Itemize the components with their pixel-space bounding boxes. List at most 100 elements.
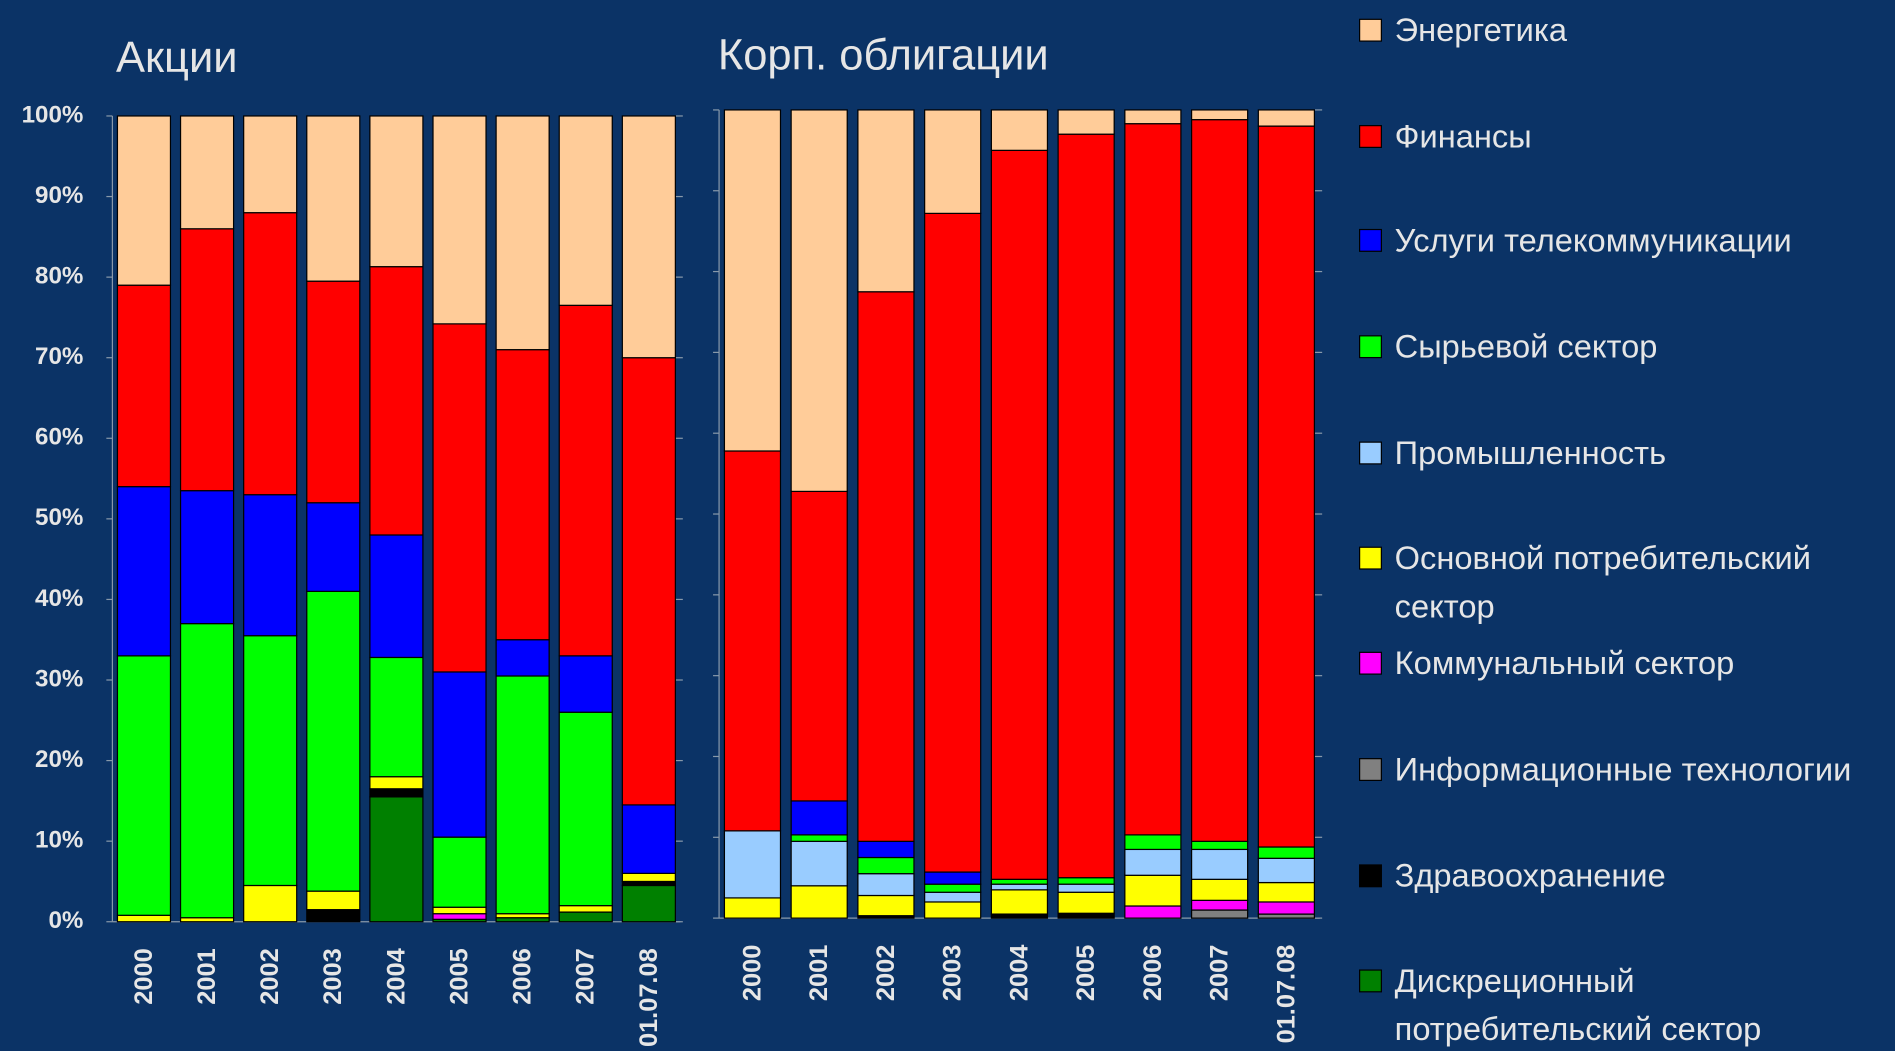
bar-segment (1190, 909, 1249, 919)
legend-label: Сырьевой сектор (1394, 328, 1658, 365)
bar-segment (1190, 119, 1249, 842)
y-tick-label: 60% (35, 424, 83, 451)
bar-segment (1257, 881, 1315, 903)
legend-label: Коммунальный сектор (1394, 645, 1735, 682)
bar-segment (179, 917, 235, 923)
bar-segment (790, 800, 848, 836)
bar-segment (1257, 913, 1315, 919)
y-tick-label: 50% (35, 504, 83, 531)
legend-label: Информационные технологии (1394, 751, 1852, 788)
bar-segment (1257, 109, 1315, 127)
x-tick-label: 01.07.08 (635, 948, 663, 1047)
legend-swatch (1359, 441, 1382, 465)
bar-segment (243, 635, 298, 887)
bar-segment (306, 890, 361, 911)
bar-segment (495, 349, 550, 641)
legend-item: Дискреционный потребительский сектор (1395, 963, 1762, 1048)
legend-item: Здравоохранение (1394, 857, 1666, 894)
legend-item: Информационные технологии (1394, 751, 1852, 788)
bar-segment (558, 655, 613, 713)
bar-segment (243, 884, 298, 923)
bar-segment (369, 266, 424, 536)
legend-item: Сырьевой сектор (1394, 328, 1658, 365)
bar-segment (369, 788, 424, 798)
bar-segment (243, 212, 298, 496)
bar-segment (1257, 901, 1315, 915)
legend-swatch (1359, 546, 1382, 570)
bar-segment (495, 115, 550, 351)
bar-segment (1057, 877, 1115, 885)
legend-label: Энергетика (1394, 12, 1567, 49)
bar-segment (116, 655, 172, 916)
x-tick-label: 01.07.08 (1272, 945, 1300, 1044)
bar-segment (990, 883, 1049, 891)
y-tick-label: 80% (35, 263, 83, 290)
bar-segment (990, 878, 1049, 885)
legend-swatch (1359, 125, 1382, 148)
x-tick-label: 2007 (1206, 945, 1234, 1001)
bar-segment (179, 623, 235, 919)
bar-segment (924, 891, 982, 903)
x-tick-label: 2001 (805, 945, 833, 1001)
bar-segment (179, 115, 235, 230)
legend-label: Здравоохранение (1394, 857, 1666, 894)
bar-segment (432, 115, 487, 325)
bar-segment (990, 149, 1049, 880)
bar-segment (558, 115, 613, 306)
legend-swatch (1359, 335, 1382, 359)
bar-segment (369, 796, 424, 923)
bar-segment (1057, 133, 1115, 879)
legend-label: Финансы (1394, 118, 1532, 155)
bar-segment (306, 590, 361, 892)
bar-segment (179, 490, 235, 625)
legend-label: Промышленность (1394, 434, 1667, 472)
bar-segment (790, 490, 848, 802)
y-tick-label: 100% (22, 101, 84, 128)
bar-segment (558, 911, 613, 923)
bar-segment (495, 917, 550, 923)
bar-segment (621, 115, 676, 359)
y-tick-label: 20% (35, 746, 83, 773)
y-tick-label: 30% (35, 665, 83, 692)
bar-segment (369, 656, 424, 778)
chart-title: Корп. облигации (718, 31, 1049, 79)
bar-segment (432, 906, 487, 915)
x-tick-label: 2005 (1072, 945, 1100, 1001)
bar-segment (369, 115, 424, 268)
legend-label: Основной потребительский сектор (1394, 539, 1811, 625)
bar-segment (1257, 846, 1315, 859)
bar-segment (558, 905, 613, 913)
bar-segment (306, 280, 361, 504)
legend-swatch (1359, 864, 1382, 888)
x-tick-label: 2006 (509, 948, 537, 1004)
bar-segment (723, 450, 782, 832)
bar-segment (432, 323, 487, 673)
bar-segment (790, 840, 848, 887)
bar-segment (1190, 109, 1249, 121)
y-tick-label: 10% (35, 827, 83, 854)
bar-segment (990, 889, 1049, 915)
x-tick-label: 2002 (872, 945, 900, 1001)
y-tick-label: 0% (48, 907, 83, 934)
bar-segment (1190, 840, 1249, 851)
bar-segment (243, 494, 298, 637)
bar-segment (432, 836, 487, 908)
bar-segment (116, 486, 172, 657)
bar-segment (621, 880, 676, 887)
y-tick-label: 40% (35, 585, 83, 612)
bar-segment (924, 109, 982, 214)
bar-segment (857, 856, 915, 875)
bar-segment (621, 357, 676, 806)
legend-item: Основной потребительский сектор (1394, 539, 1811, 625)
bar-segment (924, 871, 982, 885)
bar-segment (1124, 834, 1182, 851)
bar-segment (1124, 123, 1182, 836)
bar-segment (495, 675, 550, 915)
x-tick-label: 2004 (1005, 945, 1033, 1001)
x-tick-label: 2002 (256, 948, 284, 1004)
bar-segment (306, 502, 361, 592)
x-tick-label: 2001 (193, 948, 221, 1004)
bar-segment (621, 804, 676, 874)
bar-segment (857, 873, 915, 897)
